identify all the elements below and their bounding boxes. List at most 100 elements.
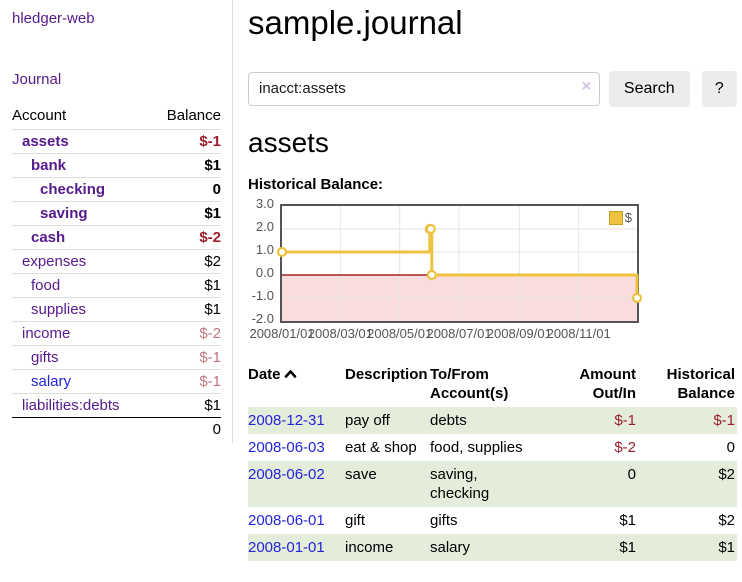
transaction-amount-cell: $-2: [614, 439, 636, 457]
account-link-checking[interactable]: checking: [40, 181, 106, 198]
account-link-assets[interactable]: assets: [22, 133, 69, 150]
column-header-amount: Amount Out/In: [579, 366, 636, 403]
account-link-gifts[interactable]: gifts: [31, 349, 59, 366]
transaction-accounts-cell: debts: [430, 412, 467, 430]
transaction-date-cell: 2008-12-31: [248, 407, 345, 434]
account-heading: assets: [248, 126, 329, 158]
account-link-income[interactable]: income: [22, 325, 71, 342]
y-axis-label: -1.0: [251, 288, 274, 304]
transaction-balance-cell: $-1: [713, 412, 735, 430]
main-panel: sample.journal × Search ? assets Histori…: [233, 0, 742, 562]
app-title-link[interactable]: hledger-web: [12, 10, 95, 27]
account-row: checking 0: [12, 177, 221, 202]
transaction-description-cell: income: [345, 539, 394, 557]
column-header-description: Description: [345, 366, 428, 384]
transaction-balance-cell: 0: [726, 439, 735, 457]
sidebar-item-journal[interactable]: Journal: [12, 71, 62, 88]
account-row: assets $-1: [12, 129, 221, 154]
register-row: 2008-12-31 pay off debts $-1 $-1: [248, 407, 737, 435]
transaction-date-link[interactable]: 2008-01-01: [248, 539, 325, 557]
legend-swatch-icon: [608, 210, 623, 225]
account-row: expenses $2: [12, 249, 221, 274]
account-row: bank $1: [12, 153, 221, 178]
transaction-amount-cell: $-1: [614, 412, 636, 430]
account-link-bank[interactable]: bank: [31, 157, 67, 174]
transaction-date-cell: 2008-01-01: [248, 534, 345, 561]
chart-canvas: [276, 206, 643, 322]
account-balance: $-1: [150, 369, 221, 394]
x-axis-label: 2008/09/01: [486, 326, 552, 342]
account-row: gifts $-1: [12, 345, 221, 370]
account-balance: 0: [150, 177, 221, 202]
historical-balance-chart: 3.0 2.0 1.0 0.0 -1.0 -2.0 $ 2008/01/01 2008/03…: [248, 196, 737, 344]
transaction-description-cell: eat & shop: [345, 439, 417, 457]
help-button[interactable]: ?: [701, 70, 737, 107]
transaction-date-link[interactable]: 2008-06-02: [248, 466, 325, 484]
legend-label: $: [624, 210, 632, 226]
register-row: 2008-06-01 gift gifts $1 $2: [248, 507, 737, 534]
x-axis-label: 2008/07/01: [426, 326, 492, 342]
account-link-liabilities-debts[interactable]: liabilities:debts: [22, 397, 120, 414]
register-table: Date Description To/From Account(s) Amou…: [248, 363, 737, 562]
account-balance: $-1: [150, 129, 221, 154]
account-row: liabilities:debts $1: [12, 393, 221, 418]
column-header-date[interactable]: Date: [248, 363, 345, 407]
transaction-description-cell: pay off: [345, 412, 390, 430]
accounts-column-header: Account: [12, 107, 67, 124]
account-row: supplies $1: [12, 297, 221, 322]
search-button[interactable]: Search: [608, 70, 690, 107]
transaction-amount-cell: 0: [627, 466, 636, 484]
y-axis-label: -2.0: [251, 311, 274, 327]
x-axis-label: 2008/03/01: [307, 326, 373, 342]
sidebar: hledger-web Journal Account Balance asse…: [0, 0, 233, 443]
register-row: 2008-06-02 save saving, checking 0 $2: [248, 461, 737, 508]
account-link-food[interactable]: food: [31, 277, 61, 294]
search-form: × Search ?: [248, 70, 737, 107]
account-link-salary[interactable]: salary: [31, 373, 72, 390]
transaction-amount-cell: $1: [619, 512, 636, 530]
account-balance: $-2: [150, 225, 221, 250]
accounts-total-row: 0: [12, 417, 221, 441]
register-row: 2008-06-03 eat & shop food, supplies $-2 0: [248, 434, 737, 461]
x-axis-label: 2008/01/01: [249, 326, 315, 342]
y-axis-label: 0.0: [255, 265, 274, 281]
page-title: sample.journal: [248, 4, 463, 41]
transaction-date-link[interactable]: 2008-12-31: [248, 412, 325, 430]
chart-plot-area: $: [276, 204, 643, 324]
account-link-supplies[interactable]: supplies: [31, 301, 87, 318]
account-balance: $-2: [150, 321, 221, 346]
clear-search-icon[interactable]: ×: [581, 77, 591, 95]
account-balance: $2: [150, 249, 221, 274]
account-balance: $1: [150, 297, 221, 322]
accounts-total-value: 0: [150, 417, 221, 441]
transaction-accounts-cell: salary: [430, 539, 471, 557]
transaction-accounts-cell: food, supplies: [430, 439, 523, 457]
account-balance: $1: [150, 153, 221, 178]
transaction-date-cell: 2008-06-03: [248, 434, 345, 461]
account-balance: $1: [150, 393, 221, 418]
balance-column-header: Balance: [166, 107, 221, 124]
account-link-cash[interactable]: cash: [31, 229, 66, 246]
account-balance: $1: [150, 273, 221, 298]
register-row: 2008-01-01 income salary $1 $1: [248, 534, 737, 562]
accounts-table: Account Balance assets $-1 bank $1 checking 0…: [12, 105, 221, 441]
chart-legend: $: [606, 209, 634, 227]
search-input[interactable]: [248, 71, 600, 106]
transaction-balance-cell: $2: [718, 466, 735, 484]
account-link-saving[interactable]: saving: [40, 205, 88, 222]
transaction-date-link[interactable]: 2008-06-03: [248, 439, 325, 457]
transaction-date-link[interactable]: 2008-06-01: [248, 512, 325, 530]
sort-ascending-icon: [284, 366, 297, 383]
transaction-accounts-cell: gifts: [430, 512, 458, 530]
column-header-balance: Historical Balance: [666, 366, 735, 403]
accounts-total-spacer: [12, 417, 151, 441]
account-row: cash $-2: [12, 225, 221, 250]
account-row: saving $1: [12, 201, 221, 226]
account-balance: $1: [150, 201, 221, 226]
y-axis-label: 2.0: [255, 219, 274, 235]
account-link-expenses[interactable]: expenses: [22, 253, 87, 270]
transaction-description-cell: save: [345, 466, 377, 484]
account-row: food $1: [12, 273, 221, 298]
date-header-label: Date: [248, 366, 281, 384]
x-axis-label: 2008/05/01: [367, 326, 433, 342]
